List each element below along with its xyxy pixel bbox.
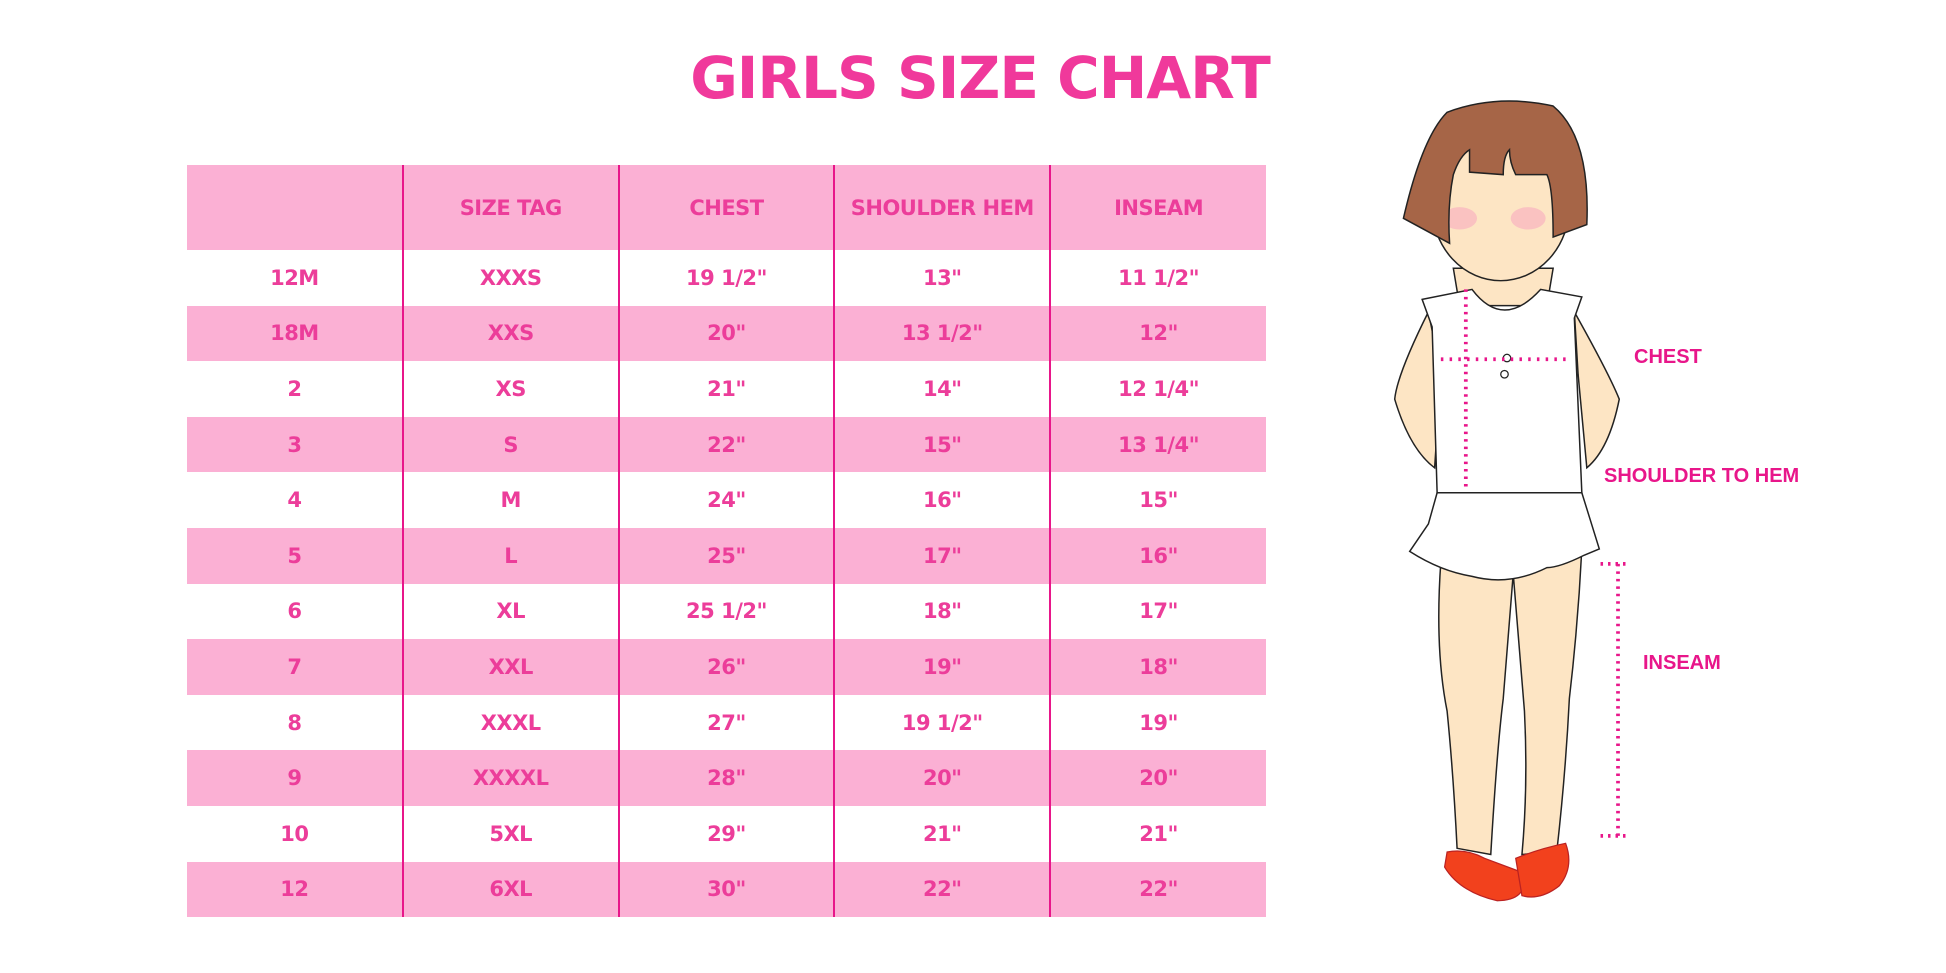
cell-shoulder-hem: 19" [833,639,1051,695]
cell-shoulder-hem: 16" [833,472,1051,528]
table-row: 8 XXXL 27" 19 1/2" 19" [187,694,1266,751]
cell-size: 10 [280,821,309,846]
cell-inseam: 12" [1049,305,1266,362]
cell-chest: 19 1/2" [617,250,835,306]
cell-inseam: 15" [1049,472,1266,528]
cell-size: 12 [187,861,403,918]
cell-size: 8 [287,710,302,735]
legs [1438,548,1583,856]
table-row: 4 M 24" 16" 15" [187,472,1266,528]
cell-chest: 29" [617,805,835,862]
cell-shoulder-hem: 20" [833,750,1051,806]
cell-inseam: 20" [1049,750,1266,806]
table-row: 12M XXXS 19 1/2" 13" 11 1/2" [187,250,1266,306]
cell-chest: 21" [617,361,835,417]
cell-inseam: 12 1/4" [1049,361,1266,417]
cell-shoulder-hem: 13" [833,250,1051,306]
page-title: GIRLS SIZE CHART [690,44,1271,112]
cell-shoulder-hem: 18" [833,583,1051,640]
shirt [1421,288,1583,494]
cell-inseam: 18" [1049,639,1266,695]
shoulder-to-hem-label: SHOULDER TO HEM [1604,465,1800,487]
inseam-label: INSEAM [1643,652,1721,674]
header-inseam: INSEAM [1049,165,1266,250]
cell-size: 2 [287,376,302,401]
cell-inseam: 13 1/4" [1049,416,1266,473]
cell-size-tag: L [401,527,619,584]
table-row: 10 5XL 29" 21" 21" [187,805,1266,862]
cell-chest: 28" [617,750,835,806]
table-row: 12 6XL 30" 22" 22" [187,861,1266,918]
hair [1402,100,1588,245]
cell-size-tag: M [401,472,619,528]
table-row: 7 XXL 26" 19" 18" [187,639,1266,695]
size-chart-table: SIZE TAG CHEST SHOULDER HEM INSEAM 12M XX… [187,165,1266,918]
header-shoulder-hem: SHOULDER HEM [833,165,1051,250]
cell-size-tag: XXL [401,639,619,695]
cell-chest: 20" [617,305,835,362]
cell-shoulder-hem: 21" [833,805,1051,862]
header-size-tag: SIZE TAG [401,165,619,250]
cell-size-tag: 5XL [401,805,619,862]
cell-size: 7 [187,639,403,695]
right-shoe [1515,842,1570,898]
table-row: 3 S 22" 15" 13 1/4" [187,416,1266,473]
cell-size-tag: XXXS [401,250,619,306]
cell-size-tag: XS [401,361,619,417]
cell-shoulder-hem: 15" [833,416,1051,473]
cell-chest: 22" [617,416,835,473]
cell-size: 12M [270,265,319,290]
table-header-row: SIZE TAG CHEST SHOULDER HEM INSEAM [187,165,1266,250]
cell-size: 18M [187,305,403,362]
cell-size: 4 [287,488,302,513]
cell-size: 9 [187,750,403,806]
cell-chest: 25 1/2" [617,583,835,640]
cell-inseam: 22" [1049,861,1266,918]
cell-size: 6 [287,599,302,624]
cell-inseam: 19" [1049,694,1266,751]
left-shoe [1443,850,1526,902]
cell-size-tag: XXXXL [401,750,619,806]
header-size [187,165,403,250]
cell-size-tag: S [401,416,619,473]
table-row: 6 XL 25 1/2" 18" 17" [187,583,1266,640]
cell-size-tag: XL [401,583,619,640]
cell-shoulder-hem: 22" [833,861,1051,918]
cell-chest: 25" [617,527,835,584]
cell-shoulder-hem: 13 1/2" [833,305,1051,362]
chest-label: CHEST [1634,346,1702,368]
cell-size: 5 [187,527,403,584]
cell-chest: 27" [617,694,835,751]
cell-chest: 30" [617,861,835,918]
header-chest: CHEST [617,165,835,250]
cell-shoulder-hem: 14" [833,361,1051,417]
cell-chest: 26" [617,639,835,695]
table-row: 5 L 25" 17" 16" [187,527,1266,584]
cell-shoulder-hem: 17" [833,527,1051,584]
table-row: 9 XXXXL 28" 20" 20" [187,750,1266,806]
cell-inseam: 21" [1049,805,1266,862]
table-row: 2 XS 21" 14" 12 1/4" [187,361,1266,417]
cell-size-tag: XXS [401,305,619,362]
cell-inseam: 11 1/2" [1049,250,1266,306]
cell-shoulder-hem: 19 1/2" [833,694,1051,751]
cell-size-tag: 6XL [401,861,619,918]
skirt [1408,492,1601,581]
cell-chest: 24" [617,472,835,528]
cell-size-tag: XXXL [401,694,619,751]
cell-inseam: 17" [1049,583,1266,640]
table-row: 18M XXS 20" 13 1/2" 12" [187,305,1266,362]
cell-size: 3 [187,416,403,473]
cell-inseam: 16" [1049,527,1266,584]
